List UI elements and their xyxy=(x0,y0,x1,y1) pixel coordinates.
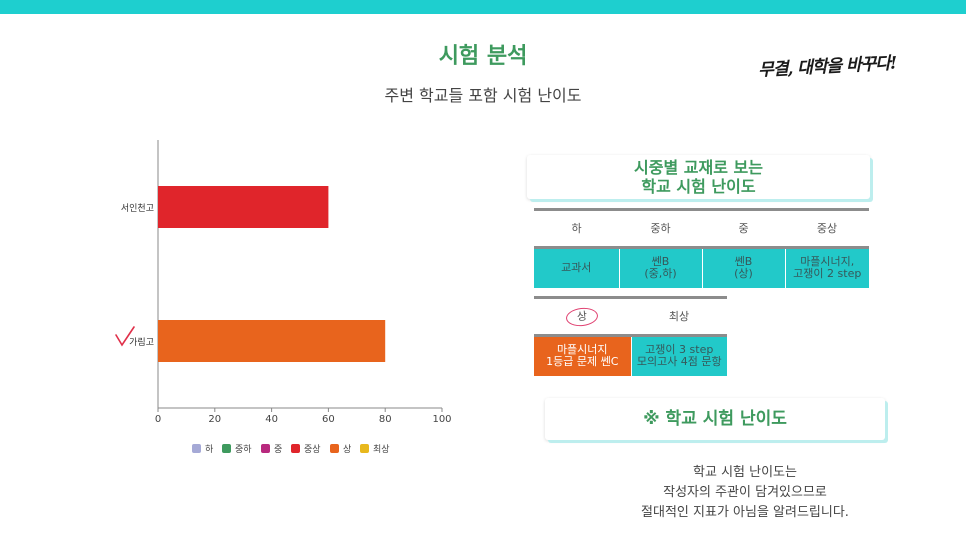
textbook-card-line2: 학교 시험 난이도 xyxy=(641,177,756,196)
note-line2: 작성자의 주관이 담겨있으므로 xyxy=(663,485,827,500)
cell-line1: 고쟁이 3 step xyxy=(645,343,714,357)
table-header-row: 하 중하 중 중상 xyxy=(534,208,869,249)
header-cell-jung: 중 xyxy=(702,208,785,249)
bar-상 xyxy=(158,320,386,362)
y-category-label: 서인천고 xyxy=(121,203,154,214)
header-cell-choesang: 최상 xyxy=(631,296,727,337)
legend-label: 상 xyxy=(343,444,351,455)
bar-중상 xyxy=(158,186,329,228)
textbook-card-line1: 시중별 교재로 보는 xyxy=(634,158,763,177)
header-cell-jungha: 중하 xyxy=(619,208,702,249)
cell-line1: 마플시너지 xyxy=(556,343,608,357)
table-header-row: 상 최상 xyxy=(534,296,727,337)
cell-line1: 쎈B xyxy=(734,255,753,269)
header-cell-sang: 상 xyxy=(534,296,631,337)
textbook-cell-highlighted: 마플시너지 1등급 문제 쎈C xyxy=(534,335,631,376)
disclaimer-note: 학교 시험 난이도는 작성자의 주관이 담겨있으므로 절대적인 지표가 아님을 … xyxy=(580,463,910,523)
legend-label: 중하 xyxy=(235,444,252,455)
x-tick-label: 100 xyxy=(432,414,451,425)
legend-label: 하 xyxy=(205,444,214,455)
textbook-cell: 마플시너지, 고쟁이 2 step xyxy=(784,247,869,288)
textbook-cell: 고쟁이 3 step 모의고사 4점 문항 xyxy=(630,335,727,376)
legend-label: 중상 xyxy=(304,444,321,455)
x-tick-label: 80 xyxy=(379,414,392,425)
school-difficulty-card: ※ 학교 시험 난이도 xyxy=(545,398,885,440)
textbook-cell: 교과서 xyxy=(534,247,619,288)
textbook-cell: 쎈B (중,하) xyxy=(618,247,702,288)
legend-swatch xyxy=(330,444,339,453)
table-row: 마플시너지 1등급 문제 쎈C 고쟁이 3 step 모의고사 4점 문항 xyxy=(534,335,727,376)
top-accent-bar xyxy=(0,0,966,14)
legend-swatch xyxy=(291,444,300,453)
cell-line2: (상) xyxy=(734,267,753,281)
circled-label: 상 xyxy=(565,305,600,328)
legend-label: 중 xyxy=(274,444,282,455)
table-row: 교과서 쎈B (중,하) 쎈B (상) 마플시너지, 고쟁이 2 step xyxy=(534,247,869,288)
note-line1: 학교 시험 난이도는 xyxy=(693,465,797,480)
cell-line1: 쎈B xyxy=(651,255,670,269)
check-mark-annotation xyxy=(115,326,135,347)
header-cell-ha: 하 xyxy=(534,208,619,249)
textbook-cell: 쎈B (상) xyxy=(701,247,785,288)
note-line3: 절대적인 지표가 아님을 알려드립니다. xyxy=(641,505,849,520)
difficulty-table-bottom: 상 최상 마플시너지 1등급 문제 쎈C 고쟁이 3 step 모의고사 4점 문항 xyxy=(534,296,727,376)
legend-label: 최상 xyxy=(373,444,390,455)
difficulty-table-top: 하 중하 중 중상 교과서 쎈B (중,하) 쎈B (상) 마플시너지, 고쟁이 2 … xyxy=(534,208,869,288)
legend-swatch xyxy=(222,444,231,453)
legend-swatch xyxy=(261,444,270,453)
x-tick-label: 0 xyxy=(155,414,161,425)
cell-line2: 고쟁이 2 step xyxy=(793,267,862,281)
legend-swatch xyxy=(360,444,369,453)
legend-swatch xyxy=(192,444,201,453)
textbook-card: 시중별 교재로 보는 학교 시험 난이도 xyxy=(527,155,870,199)
cell-line1: 마플시너지, xyxy=(800,255,855,269)
cell-line2: 1등급 문제 쎈C xyxy=(546,355,619,369)
header-cell-jungsang: 중상 xyxy=(785,208,869,249)
cell-line2: (중,하) xyxy=(644,267,677,281)
page-subtitle: 주변 학교들 포함 시험 난이도 xyxy=(384,86,582,105)
y-category-label: 가림고 xyxy=(129,336,154,348)
cell-line2: 모의고사 4점 문항 xyxy=(636,355,722,369)
x-tick-label: 20 xyxy=(208,414,221,425)
cell-line1: 교과서 xyxy=(561,261,592,275)
x-tick-label: 40 xyxy=(265,414,278,425)
x-tick-label: 60 xyxy=(322,414,335,425)
page-title: 시험 분석 xyxy=(438,44,528,69)
